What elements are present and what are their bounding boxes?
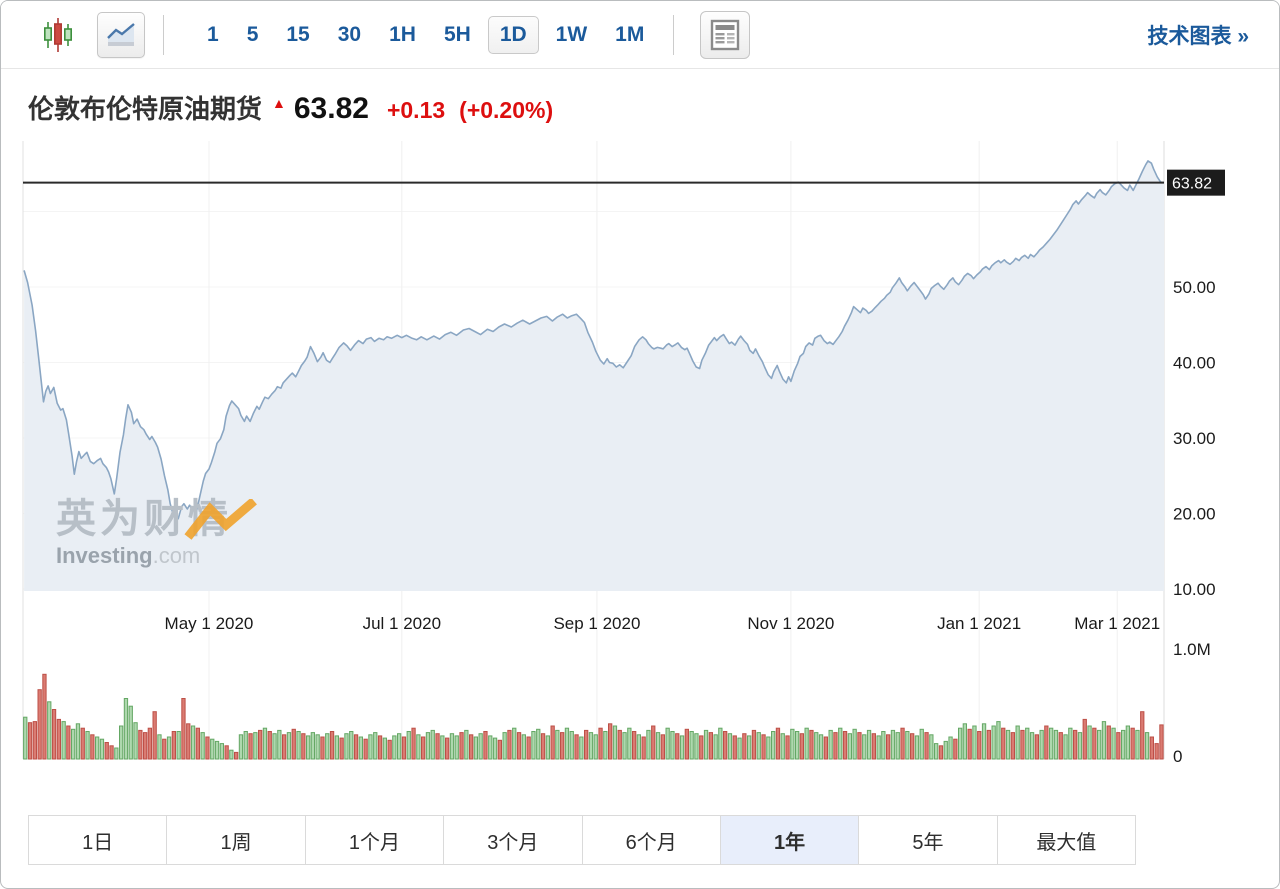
interval-1W[interactable]: 1W [555,22,588,46]
chart-toolbar: 1 5 15 30 1H 5H 1D 1W 1M 技术图表 » [1,1,1279,69]
interval-15[interactable]: 15 [286,22,310,46]
svg-text:63.82: 63.82 [1172,176,1212,193]
svg-text:50.00: 50.00 [1173,278,1216,297]
toolbar-separator-2 [673,14,675,55]
svg-text:Mar 1 2021: Mar 1 2021 [1074,614,1160,633]
line-chart-icon[interactable] [97,11,145,58]
range-button-8[interactable]: 最大值 [996,815,1136,865]
chevron-right-icon: » [1237,24,1249,48]
technical-chart-label: 技术图表 [1147,24,1232,48]
svg-text:Jul 1 2020: Jul 1 2020 [363,614,441,633]
price-volume-chart[interactable]: 50.00 40.00 30.00 20.00 10.00 May 1 2020 Jul 1… [1,141,1280,791]
candlestick-icon[interactable] [41,15,75,55]
range-button-row: 1日 1周 1个月 3个月 6个月 1年 5年 最大值 [28,815,1136,865]
svg-text:30.00: 30.00 [1173,429,1216,448]
interval-1D[interactable]: 1D [487,15,539,54]
interval-5[interactable]: 5 [246,22,259,46]
instrument-title: 伦敦布伦特原油期货 [28,94,263,124]
news-icon[interactable] [700,10,751,59]
last-price: 63.82 [293,92,369,125]
toolbar-separator [163,14,164,55]
interval-1M[interactable]: 1M [615,22,645,46]
range-button-2[interactable]: 1周 [166,815,306,865]
interval-buttons: 1 5 15 30 1H 5H 1D 1W 1M [190,15,655,54]
svg-text:10.00: 10.00 [1173,580,1216,599]
up-arrow-icon: ▲ [272,95,286,111]
interval-1H[interactable]: 1H [389,22,416,46]
svg-text:1.0M: 1.0M [1173,640,1211,659]
interval-5H[interactable]: 5H [443,22,471,46]
interval-30[interactable]: 30 [337,22,362,46]
range-button-1[interactable]: 1日 [28,815,168,865]
range-button-3[interactable]: 1个月 [304,815,445,865]
range-button-5[interactable]: 6个月 [581,815,721,865]
svg-text:Jan 1 2021: Jan 1 2021 [937,614,1021,633]
svg-text:Sep 1 2020: Sep 1 2020 [553,614,640,633]
range-button-6[interactable]: 1年 [719,815,860,865]
interval-1[interactable]: 1 [207,22,219,46]
instrument-header: 伦敦布伦特原油期货 ▲ 63.82 +0.13 (+0.20%) [28,89,553,126]
svg-text:20.00: 20.00 [1173,505,1216,524]
price-change-percent: (+0.20%) [459,97,554,123]
svg-text:40.00: 40.00 [1173,354,1216,373]
technical-chart-link[interactable]: 技术图表 » [1147,20,1249,50]
svg-text:Nov 1 2020: Nov 1 2020 [747,614,834,633]
range-button-7[interactable]: 5年 [858,815,998,865]
svg-text:0: 0 [1173,747,1182,766]
svg-text:May 1 2020: May 1 2020 [165,614,254,633]
price-change: +0.13 [386,97,446,123]
range-button-4[interactable]: 3个月 [443,815,583,865]
